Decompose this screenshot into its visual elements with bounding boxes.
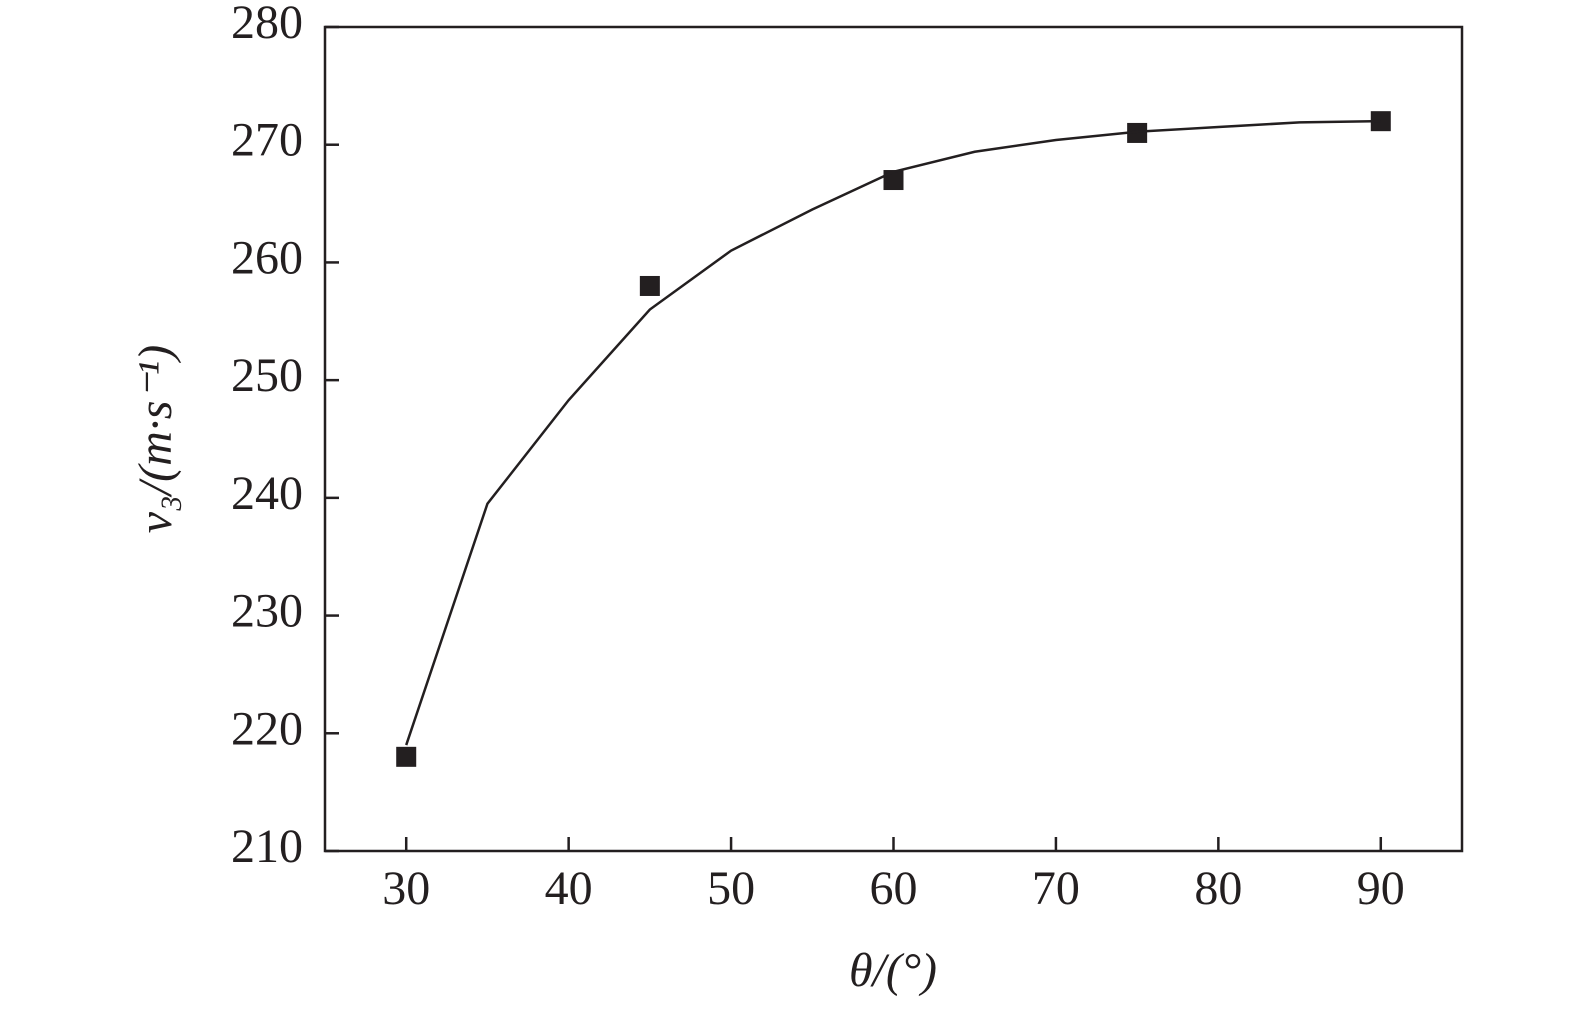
y-tick-label: 280 [231, 0, 303, 49]
y-tick-label: 260 [231, 231, 303, 284]
x-tick-label: 50 [707, 862, 755, 915]
y-tick-label: 240 [231, 467, 303, 520]
x-tick-label: 40 [545, 862, 593, 915]
x-tick-label: 30 [382, 862, 430, 915]
plot-frame [323, 25, 1464, 853]
x-tick-label: 60 [870, 862, 918, 915]
data-point [396, 746, 417, 767]
y-tick-label: 250 [231, 349, 303, 402]
x-tick-label: 70 [1032, 862, 1080, 915]
y-tick-label: 230 [231, 585, 303, 638]
data-point [639, 275, 660, 296]
y-tick-label: 270 [231, 114, 303, 167]
y-axis-label: v₃/(m·s⁻¹) [129, 345, 182, 533]
y-tick-label: 210 [231, 820, 303, 873]
x-tick-label: 80 [1194, 862, 1242, 915]
data-point [1370, 111, 1391, 132]
fit-curve [405, 119, 1381, 746]
x-tick-label: 90 [1357, 862, 1405, 915]
x-axis-label: θ/(°) [849, 944, 937, 997]
y-tick-label: 220 [231, 702, 303, 755]
